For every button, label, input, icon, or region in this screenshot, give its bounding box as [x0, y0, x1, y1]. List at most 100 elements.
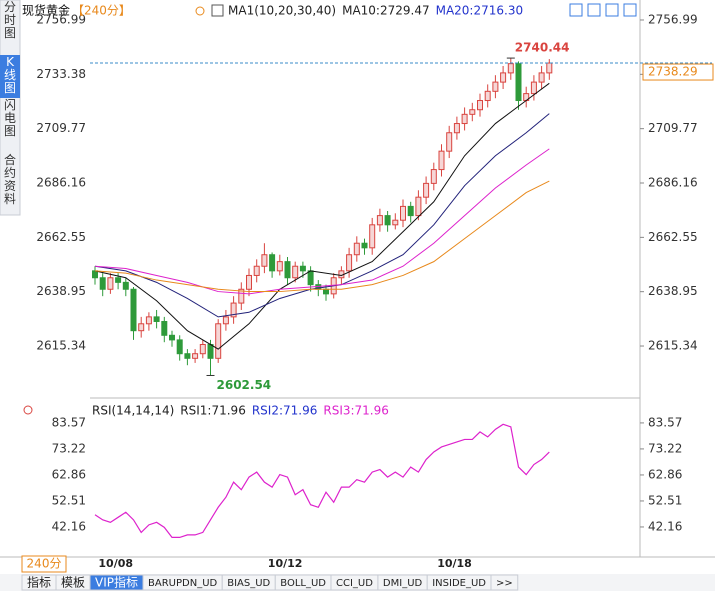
icon[interactable] — [569, 3, 583, 17]
sidebar-tab[interactable]: 闪电图 — [4, 98, 16, 138]
footer-tab[interactable]: BOLL_UD — [274, 574, 332, 591]
candle-body — [161, 320, 168, 336]
candle-body — [246, 274, 252, 290]
candle-body — [107, 277, 114, 290]
rsi-tick-label-right: 52.51 — [648, 493, 682, 507]
ma-line — [94, 148, 550, 295]
rsi-tick-label: 73.22 — [52, 441, 86, 455]
ma-line — [94, 82, 550, 350]
period-box[interactable] — [21, 555, 67, 573]
candle-body — [507, 63, 514, 74]
candle-body — [469, 109, 476, 115]
y-tick-label: 2615.34 — [36, 339, 86, 353]
candle-body — [307, 270, 314, 286]
sidebar-tab[interactable]: K 线图 — [4, 55, 16, 95]
footer-tab[interactable]: DMI_UD — [377, 574, 428, 591]
tab-label[interactable]: CCI_UD — [336, 578, 373, 589]
legend-entry: RSI1:71.96 — [180, 404, 246, 418]
legend-entry: MA20:2716.30 — [436, 4, 524, 18]
candle-body — [492, 81, 499, 92]
footer-tab[interactable]: CCI_UD — [330, 574, 379, 591]
candle-body — [92, 270, 98, 279]
candle-body — [407, 205, 414, 217]
tab-label[interactable]: BARUPDN_UD — [148, 578, 217, 589]
icon[interactable] — [587, 3, 601, 17]
y-tick-label-right: 2638.95 — [648, 284, 698, 298]
ma-icon[interactable] — [211, 4, 224, 17]
high-annotation: 2740.44 — [515, 41, 570, 55]
tab-label[interactable]: INSIDE_UD — [432, 578, 486, 589]
candle-body — [215, 323, 222, 359]
tab-label[interactable]: 模板 — [61, 576, 85, 590]
rsi-icon[interactable] — [23, 405, 33, 415]
rsi-tick-label: 83.57 — [52, 415, 86, 429]
footer-tab[interactable]: 指标 — [21, 574, 57, 591]
candle-body — [353, 242, 360, 256]
low-annotation: 2602.54 — [217, 378, 272, 392]
tab-bg[interactable] — [490, 574, 519, 591]
rsi-tick-label: 52.51 — [52, 493, 86, 507]
chart-period: 【240分】 — [72, 4, 131, 18]
candle-body — [207, 344, 214, 359]
tab-label[interactable]: VIP指标 — [95, 575, 138, 590]
rsi-tick-label-right: 83.57 — [648, 415, 682, 429]
tab-label[interactable]: BIAS_UD — [227, 578, 270, 589]
tab-label[interactable]: 指标 — [27, 575, 51, 590]
sidebar-tab[interactable]: 合约资料 — [4, 152, 16, 206]
candle-body — [253, 265, 260, 276]
candle-body — [269, 254, 276, 272]
period-label[interactable]: 240分 — [27, 557, 62, 571]
sidebar — [0, 0, 21, 216]
last-price-box — [642, 63, 714, 81]
tab-label[interactable]: >> — [496, 578, 513, 589]
candle-body — [446, 132, 453, 152]
legend-entry: MA10:2729.47 — [342, 4, 430, 18]
candle-body — [538, 72, 545, 83]
rsi-title: RSI(14,14,14) — [92, 404, 174, 418]
tab-label[interactable]: DMI_UD — [383, 578, 423, 589]
toolbar-icons[interactable] — [569, 3, 637, 17]
candle-body — [145, 316, 152, 325]
sidebar-tab[interactable]: 分时图 — [4, 0, 16, 40]
candle-body — [484, 90, 491, 102]
y-tick-label: 2686.16 — [36, 176, 86, 190]
rsi-tick-label-right: 42.16 — [648, 519, 682, 533]
settings-icon[interactable] — [195, 6, 205, 16]
candle-body — [361, 242, 368, 249]
candle-body — [530, 81, 537, 95]
candle-body — [138, 323, 145, 332]
candle-body — [546, 62, 553, 74]
candle-body — [453, 123, 460, 134]
footer-tab[interactable]: INSIDE_UD — [426, 574, 492, 591]
last-price-label: 2738.29 — [648, 65, 698, 79]
candle-body — [153, 316, 160, 322]
y-tick-label-right: 2662.55 — [648, 230, 698, 244]
footer-tab[interactable]: VIP指标 — [89, 574, 144, 591]
candle-body — [122, 281, 129, 290]
x-tick-label: 10/18 — [437, 557, 472, 570]
footer-tab[interactable]: 模板 — [55, 574, 91, 591]
candle-body — [384, 215, 391, 226]
candle-body — [438, 150, 445, 171]
footer-tab[interactable]: BARUPDN_UD — [142, 574, 223, 591]
candle-body — [169, 334, 175, 341]
x-tick-label: 10/08 — [98, 557, 133, 570]
candle-body — [500, 72, 507, 83]
tab-label[interactable]: BOLL_UD — [280, 578, 326, 589]
footer-tab[interactable]: >> — [490, 574, 519, 591]
rsi-tick-label-right: 62.86 — [648, 467, 682, 481]
candle-body — [199, 344, 206, 355]
candle-body — [115, 277, 122, 283]
legend-entry: RSI2:71.96 — [252, 404, 318, 418]
candle-body — [346, 254, 353, 272]
candle-body — [284, 261, 291, 279]
legend-entry: MA1(10,20,30,40) — [228, 4, 336, 18]
candle-body — [184, 353, 191, 359]
candle-body — [130, 288, 137, 332]
rsi-tick-label: 42.16 — [52, 519, 86, 533]
icon[interactable] — [623, 3, 637, 17]
icon[interactable] — [605, 3, 619, 17]
x-tick-label: 10/12 — [268, 557, 303, 570]
y-tick-label-right: 2756.99 — [648, 12, 698, 26]
footer-tab[interactable]: BIAS_UD — [221, 574, 276, 591]
